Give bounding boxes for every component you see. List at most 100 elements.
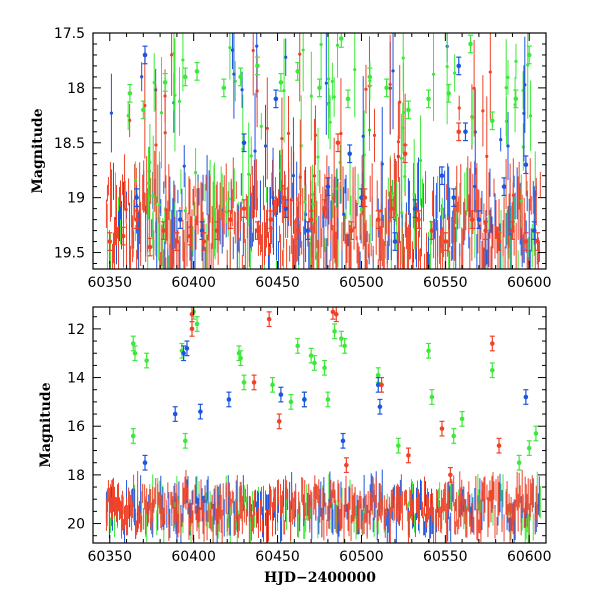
point-green: [162, 80, 168, 85]
spike-point: [391, 69, 395, 73]
point-red: [523, 239, 529, 244]
spike-point: [372, 133, 377, 137]
spike-point: [391, 191, 395, 196]
point-green: [459, 416, 465, 422]
spike-point: [396, 140, 401, 144]
y-tick-label: 12: [67, 322, 85, 338]
spike-point: [265, 126, 269, 130]
point-green: [312, 360, 317, 366]
spike-point: [183, 209, 187, 213]
point-blue: [302, 397, 307, 402]
point-red: [456, 129, 462, 135]
point-red: [268, 217, 274, 222]
point-red: [107, 239, 113, 244]
point-green: [396, 443, 401, 448]
point-red: [389, 206, 394, 211]
spike-point: [326, 77, 331, 81]
spike-point: [319, 42, 323, 47]
point-blue: [142, 52, 148, 58]
point-red: [189, 311, 195, 317]
spike-point: [298, 175, 302, 179]
point-green: [426, 348, 431, 354]
spike-point: [312, 174, 317, 178]
spike-point: [181, 58, 185, 62]
spike-point: [457, 106, 461, 110]
point-green: [144, 358, 149, 363]
point-red: [161, 228, 166, 233]
spike-point: [364, 87, 368, 91]
point-red: [362, 195, 368, 200]
spike-point: [481, 109, 485, 113]
spike-point: [173, 93, 177, 97]
point-red: [228, 217, 233, 222]
point-red: [281, 195, 287, 200]
point-blue: [340, 438, 346, 444]
spike-point: [140, 75, 144, 79]
point-blue: [325, 184, 331, 189]
x-tick-label: 60350: [88, 275, 133, 291]
spike-point: [148, 160, 152, 165]
point-red: [429, 228, 435, 233]
point-red: [402, 151, 408, 157]
point-green: [533, 431, 539, 436]
point-red: [201, 239, 207, 244]
x-tick-label: 60550: [423, 549, 468, 565]
spike-point: [519, 199, 523, 203]
spike-point: [334, 187, 338, 191]
spike-point: [399, 156, 404, 160]
point-red: [147, 244, 153, 250]
spike-point: [230, 48, 235, 52]
spike-point: [330, 79, 334, 83]
point-red: [379, 382, 384, 388]
series-points: [107, 33, 541, 257]
point-red: [134, 217, 139, 222]
spike-point: [128, 118, 132, 122]
point-red: [120, 233, 126, 239]
point-red: [406, 453, 411, 458]
point-red: [266, 316, 272, 322]
spike-point: [280, 136, 284, 141]
spike-point: [473, 184, 477, 189]
point-green: [132, 350, 138, 356]
spike-point: [143, 103, 147, 108]
point-blue: [476, 217, 482, 222]
point-blue: [523, 162, 529, 168]
point-green: [238, 355, 243, 361]
point-blue: [439, 173, 445, 178]
spike-point: [332, 95, 336, 99]
point-green: [429, 394, 435, 400]
spike-point: [253, 149, 257, 153]
point-green: [255, 63, 260, 69]
spike-point: [249, 154, 253, 158]
point-red: [496, 239, 502, 244]
spike-point: [289, 198, 293, 202]
point-red: [349, 228, 354, 233]
spike-point: [335, 43, 340, 47]
spike-point: [324, 81, 328, 85]
point-blue: [392, 239, 398, 244]
point-red: [469, 217, 475, 222]
x-tick-label: 60450: [255, 549, 300, 565]
y-tick-label: 19.5: [54, 246, 85, 262]
point-green: [526, 445, 532, 451]
spike-point: [506, 144, 510, 148]
y-axis-label: Magnitude: [30, 108, 46, 193]
point-red: [188, 233, 193, 239]
point-green: [325, 397, 331, 402]
y-tick-label: 17.5: [54, 26, 85, 42]
spike-point: [522, 111, 526, 115]
bottom-light-curve-panel: 60350 60400 60450 60500 60550 60600 12 14 16 18 20…: [38, 306, 551, 586]
spike-point: [470, 116, 474, 120]
series-points: [130, 307, 539, 483]
spike-point: [177, 99, 182, 104]
point-green: [345, 96, 351, 102]
point-green: [130, 341, 136, 346]
point-blue: [456, 63, 462, 69]
point-blue: [199, 228, 205, 233]
spike-point: [445, 64, 449, 69]
y-tick-label: 19: [67, 191, 85, 207]
spike-point: [133, 178, 137, 182]
spike-point: [233, 79, 237, 83]
y-tick-label: 16: [67, 419, 85, 435]
point-green: [288, 399, 294, 405]
